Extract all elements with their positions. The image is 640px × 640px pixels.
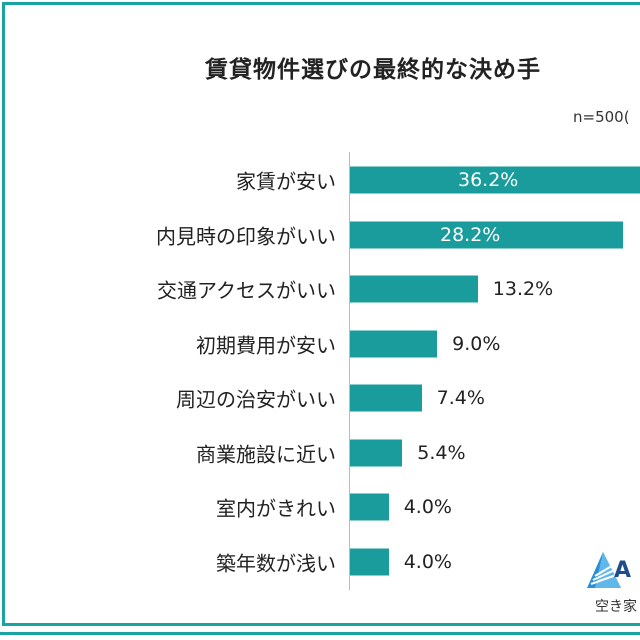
category-label: 周辺の治安がいい <box>176 387 336 412</box>
category-label: 築年数が浅い <box>216 551 336 575</box>
sample-size-label: n=500( <box>573 108 630 126</box>
data-label: 5.4% <box>417 441 466 464</box>
category-label: 商業施設に近い <box>196 442 336 466</box>
data-label: 4.0% <box>403 496 452 518</box>
frame-border <box>2 2 640 626</box>
bar <box>350 384 422 412</box>
logo-icon <box>587 552 621 588</box>
category-label: 交通アクセスがいい <box>157 278 336 303</box>
logo-letter: A <box>614 558 632 583</box>
data-label: 13.2% <box>492 278 554 300</box>
bar <box>350 330 438 357</box>
chart-title: 賃貸物件選びの最終的な決め手 <box>205 57 541 83</box>
category-label: 室内がきれい <box>216 496 336 521</box>
data-label: 4.0% <box>403 550 452 573</box>
bar <box>350 493 389 521</box>
logo-text: 空き家 <box>595 599 637 615</box>
bar <box>350 221 623 248</box>
category-label: 初期費用が安い <box>196 333 336 357</box>
data-label: 7.4% <box>436 387 485 409</box>
bar <box>350 166 640 194</box>
bar <box>350 275 478 303</box>
data-label: 28.2% <box>440 223 501 246</box>
data-label: 36.2% <box>458 169 519 191</box>
bar <box>350 548 389 575</box>
y-axis-line <box>349 152 350 590</box>
bar <box>350 439 403 466</box>
bottom-border <box>0 632 640 635</box>
data-label: 9.0% <box>452 332 501 355</box>
category-label: 家賃が安い <box>236 169 336 194</box>
category-label: 内見時の印象がいい <box>156 224 336 248</box>
